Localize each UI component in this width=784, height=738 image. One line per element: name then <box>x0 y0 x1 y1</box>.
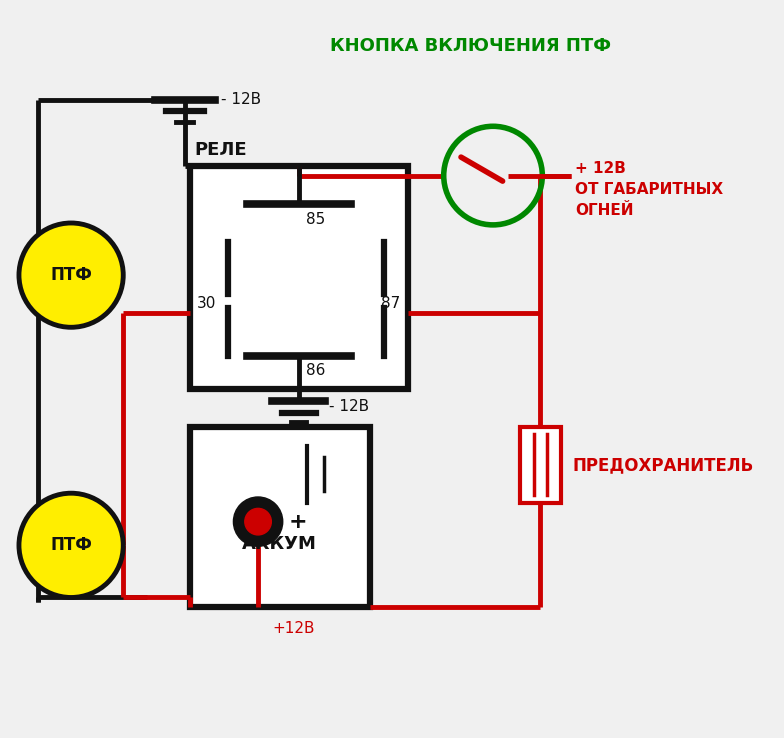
Text: РЕЛЕ: РЕЛЕ <box>194 140 247 159</box>
Circle shape <box>234 497 283 546</box>
Text: ПРЕДОХРАНИТЕЛЬ: ПРЕДОХРАНИТЕЛЬ <box>572 456 754 474</box>
Text: КНОПКА ВКЛЮЧЕНИЯ ПТФ: КНОПКА ВКЛЮЧЕНИЯ ПТФ <box>330 37 611 55</box>
Text: +12В: +12В <box>272 621 315 636</box>
Text: 85: 85 <box>307 212 325 227</box>
Bar <box>190 427 370 607</box>
Circle shape <box>19 493 123 598</box>
Text: 87: 87 <box>381 296 400 311</box>
Text: ПТФ: ПТФ <box>50 266 92 284</box>
Text: +: + <box>289 511 307 531</box>
Bar <box>190 166 408 389</box>
Circle shape <box>245 508 271 535</box>
Text: - 12В: - 12В <box>329 399 369 415</box>
Text: ПТФ: ПТФ <box>50 537 92 554</box>
Text: + 12В
ОТ ГАБАРИТНЫХ
ОГНЕЙ: + 12В ОТ ГАБАРИТНЫХ ОГНЕЙ <box>575 162 724 218</box>
Circle shape <box>19 223 123 327</box>
Text: - 12В: - 12В <box>221 92 261 107</box>
Text: АККУМ: АККУМ <box>242 535 317 553</box>
Text: 86: 86 <box>307 363 325 379</box>
Bar <box>520 427 561 503</box>
Text: 30: 30 <box>198 296 216 311</box>
